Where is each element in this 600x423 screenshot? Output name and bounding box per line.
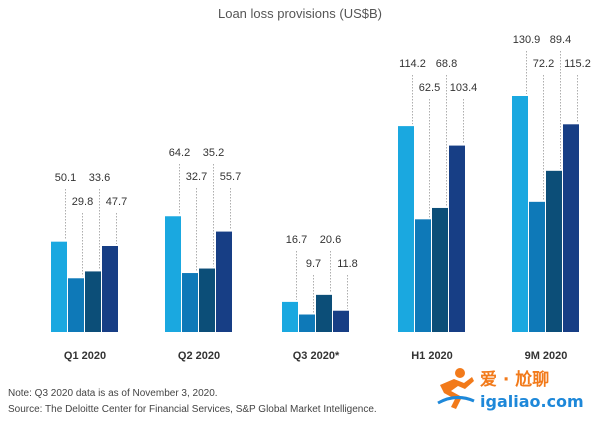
- data-label: 62.5: [419, 82, 440, 94]
- data-label: 29.8: [72, 196, 93, 208]
- watermark-url-text: igaliao.com: [480, 392, 584, 411]
- bar: [282, 301, 298, 332]
- data-label: 11.8: [337, 258, 358, 270]
- chart-title: Loan loss provisions (US$B): [217, 6, 383, 21]
- data-label: 72.2: [533, 58, 554, 70]
- bar: [316, 294, 332, 332]
- data-label: 32.7: [186, 171, 207, 183]
- bar: [449, 145, 465, 332]
- watermark-logo: 爱 · 尬聊 igaliao.com: [437, 368, 584, 411]
- data-label: 114.2: [399, 58, 426, 70]
- bar: [199, 268, 215, 332]
- data-label: 9.7: [306, 258, 321, 270]
- bar: [512, 96, 528, 332]
- data-label: 35.2: [203, 147, 224, 159]
- bar: [85, 271, 101, 332]
- bar-layer: [51, 96, 579, 333]
- leader-layer: [65, 51, 578, 313]
- bar: [432, 207, 448, 332]
- bar: [182, 273, 198, 332]
- data-label: 47.7: [106, 196, 127, 208]
- data-label: 68.8: [436, 58, 457, 70]
- runner-figure-icon: [437, 368, 475, 409]
- label-layer: 50.1 29.8 33.6 47.7 64.2 32.7 35.2 55.7 16.7 9.7 2…: [55, 34, 591, 270]
- bar: [546, 170, 562, 332]
- chart-note: Note: Q3 2020 data is as of November 3, …: [8, 388, 218, 399]
- bar: [216, 231, 232, 332]
- data-label: 89.4: [550, 34, 571, 46]
- bar: [165, 216, 181, 332]
- bar: [415, 219, 431, 332]
- data-label: 33.6: [89, 172, 110, 184]
- data-label: 130.9: [513, 34, 541, 46]
- category-label: Q2 2020: [178, 350, 220, 362]
- watermark-cn-text: 爱 · 尬聊: [480, 369, 549, 390]
- category-label: Q1 2020: [64, 350, 106, 362]
- bar: [51, 241, 67, 332]
- data-label: 103.4: [450, 82, 478, 94]
- category-label: Q3 2020*: [293, 350, 340, 362]
- bar: [563, 124, 579, 333]
- data-label: 20.6: [320, 234, 341, 246]
- category-label: 9M 2020: [525, 350, 568, 362]
- data-label: 16.7: [286, 234, 307, 246]
- data-label: 55.7: [220, 171, 241, 183]
- bar: [333, 310, 349, 332]
- chart-source: Source: The Deloitte Center for Financia…: [8, 404, 377, 415]
- bar: [68, 278, 84, 332]
- category-label-layer: Q1 2020 Q2 2020 Q3 2020* H1 2020 9M 2020: [64, 350, 568, 362]
- data-label: 50.1: [55, 172, 76, 184]
- data-label: 115.2: [564, 58, 591, 70]
- bar: [529, 201, 545, 332]
- data-label: 64.2: [169, 147, 190, 159]
- bar: [102, 246, 118, 332]
- bar: [299, 314, 315, 332]
- category-label: H1 2020: [411, 350, 453, 362]
- bar: [398, 126, 414, 332]
